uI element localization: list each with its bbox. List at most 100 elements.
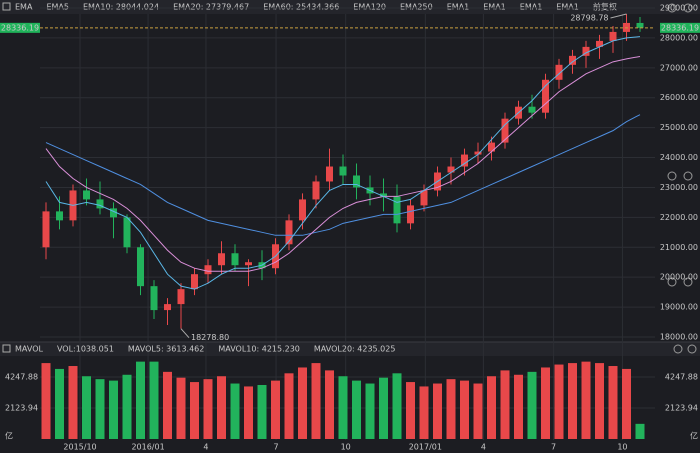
annotation-line [180,328,190,338]
volume-bar [460,380,469,439]
candle-body [285,220,293,245]
candle-body [218,253,225,266]
volume-bar [136,361,145,439]
x-tick-label: 10 [617,443,627,452]
zoom-icons[interactable] [667,3,697,354]
price-label: 28336.19 [661,23,699,32]
indicator-label: MAVOL10: 4215.230 [218,345,300,354]
price-box [660,22,700,33]
candle-body [312,181,320,200]
candle-body [339,166,347,176]
zoom-in[interactable] [687,344,697,354]
indicator-label: MAVOL5: 3613.462 [128,345,204,354]
zoom-out[interactable] [683,171,693,181]
volume-bar [581,361,591,439]
volume-bar [554,364,564,439]
candle-body [542,79,549,113]
volume-bar [163,371,172,439]
candle-body [231,253,239,266]
y-tick-label: 24000.00 [660,153,698,162]
ema-line [45,36,641,290]
header-bar [0,0,700,14]
candle-body [609,31,617,41]
y-tick-label: 22000.00 [660,213,698,222]
annotation-label: 28798.78 [570,14,608,23]
candle-body [96,199,104,209]
volume-bar [622,368,631,439]
candle-body [501,118,509,143]
x-tick-label: 4 [481,443,486,452]
x-tick-label: 2017/01 [409,443,442,452]
volume-bar [379,377,388,439]
annotation-line [610,13,627,19]
reset[interactable] [667,171,677,181]
candle-body [83,190,90,200]
volume-bar [514,374,523,439]
volume-bar [527,371,537,439]
candle-body [420,190,428,206]
y-tick-label: 2123.94 [5,403,38,412]
volume-bar [217,376,226,439]
candle-body [528,106,536,113]
ema-icon [2,2,11,11]
y-tick-label: 4247.88 [665,372,698,381]
candle-body [56,211,63,221]
zoom-out[interactable] [673,344,683,354]
volume-bar [487,376,496,439]
volume-bar [122,374,132,439]
candle-body [380,193,387,197]
price-box [0,22,40,33]
price-label: 28336.19 [1,23,39,32]
y-tick-label: 26000.00 [660,93,698,102]
candle-body [636,22,644,28]
y-tick-label: 21000.00 [660,243,698,252]
volume-bar [365,383,375,439]
indicator-label: MAVOL20: 4235.025 [314,345,396,354]
volume-bar [392,373,402,439]
candle-body [569,55,576,65]
y-tick-label: 2123.94 [665,403,698,412]
candle-body [177,289,185,305]
candle-body [555,64,563,80]
annotation-label: 18278.80 [191,333,229,342]
x-tick-label: 2016/01 [131,443,164,452]
indicator-label: EMA250 [400,3,433,12]
indicator-label: EMA1 [556,3,579,12]
zoom-out[interactable] [667,3,677,13]
volume-bar [230,383,240,439]
volume-bar [82,376,91,439]
volume-bar [446,379,456,439]
x-tick-label: 4 [203,443,208,452]
volume-bar [257,384,267,439]
volume-bar [406,382,415,439]
candle-body [110,208,117,218]
indicator-label: EMA120 [353,3,386,12]
volume-bar [68,366,78,439]
candle-body [393,196,401,224]
volume-bar [419,386,429,439]
ema-line [45,55,641,272]
candle-body [596,40,603,47]
zoom-out[interactable] [667,277,677,287]
volume-bar [433,383,442,439]
x-tick-label: 7 [273,443,278,452]
unit-label: 亿 [5,431,13,441]
volume-bar [190,382,199,439]
volume-bar [95,379,105,439]
candle-body [488,142,495,152]
indicator-label: EMA60: 25434.366 [263,3,339,12]
zoom-in[interactable] [683,277,693,287]
candle-body [407,205,414,224]
zoom-in[interactable] [683,3,693,13]
x-tick-label: 2015/10 [63,443,96,452]
candle-body [150,286,158,311]
volume-bar [608,366,618,439]
volume-bar [338,376,348,439]
volume-bar [635,423,645,439]
candle-body [447,166,455,173]
vol-icon [2,344,11,353]
indicator-label: EMA10: 28044.024 [83,3,159,12]
indicator-label: VOL:1038.051 [57,345,114,354]
